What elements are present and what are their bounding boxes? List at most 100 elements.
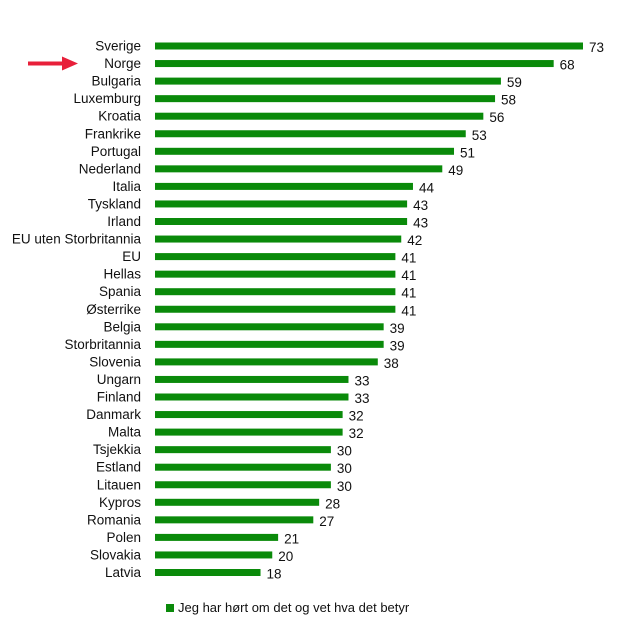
bar-finland (155, 393, 349, 401)
value-label-frankrike: 53 (472, 128, 487, 143)
bar-eu-uten-storbritannia (155, 235, 402, 243)
category-label-latvia: Latvia (105, 565, 142, 580)
category-label-tyskland: Tyskland (88, 196, 141, 211)
value-label-østerrike: 41 (401, 303, 416, 318)
value-label-eu: 41 (401, 251, 416, 266)
value-label-danmark: 32 (349, 409, 364, 424)
category-label-polen: Polen (106, 530, 141, 545)
bar-slovakia (155, 551, 273, 559)
category-label-malta: Malta (108, 425, 142, 440)
bar-estland (155, 463, 331, 471)
value-label-estland: 30 (337, 461, 352, 476)
bar-romania (155, 516, 314, 524)
value-label-polen: 21 (284, 531, 299, 546)
category-label-sverige: Sverige (95, 39, 141, 54)
bar-portugal (155, 147, 455, 155)
category-label-romania: Romania (87, 512, 142, 527)
category-label-italia: Italia (112, 179, 141, 194)
arrow-head (62, 56, 78, 71)
category-label-norge: Norge (104, 56, 141, 71)
value-label-sverige: 73 (589, 40, 604, 55)
category-label-tsjekkia: Tsjekkia (93, 442, 142, 457)
value-label-tsjekkia: 30 (337, 444, 352, 459)
bar-italia (155, 182, 413, 190)
bar-norge (155, 60, 554, 68)
value-label-hellas: 41 (401, 268, 416, 283)
category-label-irland: Irland (107, 214, 141, 229)
value-label-eu-uten-storbritannia: 42 (407, 233, 422, 248)
legend-swatch (166, 603, 174, 612)
bar-spania (155, 288, 396, 296)
value-label-ungarn: 33 (354, 373, 369, 388)
category-label-belgia: Belgia (103, 319, 141, 334)
bar-hellas (155, 270, 396, 278)
value-label-belgia: 39 (390, 321, 405, 336)
bar-ungarn (155, 375, 349, 383)
value-label-malta: 32 (349, 426, 364, 441)
bars (155, 42, 583, 576)
value-label-storbritannia: 39 (390, 338, 405, 353)
category-label-nederland: Nederland (79, 161, 141, 176)
bar-frankrike (155, 130, 466, 138)
category-label-bulgaria: Bulgaria (91, 74, 141, 89)
category-label-danmark: Danmark (86, 407, 141, 422)
value-label-irland: 43 (413, 216, 428, 231)
category-label-eu: EU (122, 249, 141, 264)
category-label-luxemburg: Luxemburg (73, 91, 141, 106)
value-label-latvia: 18 (267, 567, 282, 582)
bar-malta (155, 428, 343, 436)
bar-bulgaria (155, 77, 501, 85)
highlight-arrow-icon (28, 56, 78, 71)
category-label-kroatia: Kroatia (98, 109, 141, 124)
category-label-slovenia: Slovenia (89, 354, 141, 369)
bar-belgia (155, 323, 384, 331)
category-label-frankrike: Frankrike (85, 126, 141, 141)
legend: Jeg har hørt om det og vet hva det betyr (166, 600, 409, 615)
legend-label: Jeg har hørt om det og vet hva det betyr (178, 600, 410, 615)
bar-danmark (155, 411, 343, 419)
category-label-ungarn: Ungarn (97, 372, 141, 387)
bar-storbritannia (155, 340, 384, 348)
category-label-litauen: Litauen (97, 477, 141, 492)
bar-eu (155, 253, 396, 261)
category-label-finland: Finland (97, 390, 141, 405)
value-label-kypros: 28 (325, 496, 340, 511)
value-label-luxemburg: 58 (501, 93, 516, 108)
category-label-kypros: Kypros (99, 495, 141, 510)
value-label-tyskland: 43 (413, 198, 428, 213)
bar-irland (155, 218, 408, 225)
bar-litauen (155, 481, 331, 489)
value-label-portugal: 51 (460, 145, 475, 160)
bar-slovenia (155, 358, 378, 366)
category-label-slovakia: Slovakia (90, 547, 142, 562)
category-label-storbritannia: Storbritannia (64, 337, 141, 352)
category-label-estland: Estland (96, 460, 141, 475)
value-label-finland: 33 (354, 391, 369, 406)
category-label-østerrike: Østerrike (86, 302, 141, 317)
bar-sverige (155, 42, 583, 50)
value-label-slovakia: 20 (278, 549, 293, 564)
category-label-hellas: Hellas (103, 267, 141, 282)
value-label-romania: 27 (319, 514, 334, 529)
value-label-nederland: 49 (448, 163, 463, 178)
value-label-norge: 68 (560, 58, 575, 73)
category-label-portugal: Portugal (91, 144, 141, 159)
bar-tsjekkia (155, 446, 331, 454)
category-label-spania: Spania (99, 284, 142, 299)
bar-luxemburg (155, 95, 496, 103)
value-label-kroatia: 56 (489, 110, 504, 125)
value-label-slovenia: 38 (384, 356, 399, 371)
value-label-spania: 41 (401, 286, 416, 301)
bar-østerrike (155, 305, 396, 313)
bar-kypros (155, 498, 320, 506)
value-label-bulgaria: 59 (507, 75, 522, 90)
bar-latvia (155, 569, 261, 576)
value-label-italia: 44 (419, 180, 435, 195)
bar-kroatia (155, 112, 484, 120)
category-labels: Sverige Norge Bulgaria Luxemburg Kroatia Fran… (12, 39, 142, 581)
value-label-litauen: 30 (337, 479, 352, 494)
bar-polen (155, 533, 279, 541)
bar-nederland (155, 165, 443, 173)
